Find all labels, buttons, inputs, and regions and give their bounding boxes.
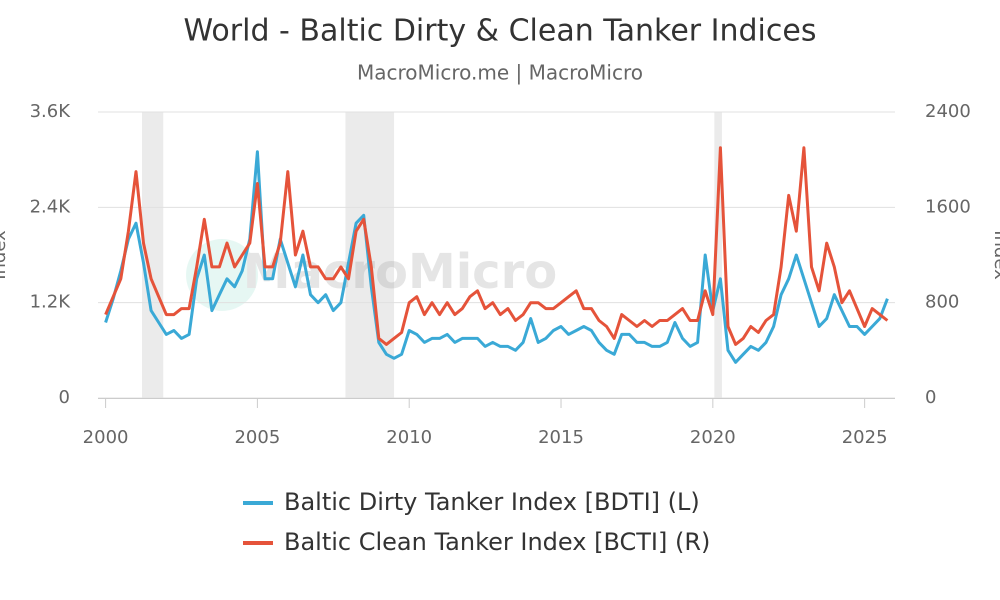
chart-subtitle: MacroMicro.me | MacroMicro <box>357 61 643 85</box>
x-tick-label: 2010 <box>386 427 432 448</box>
y2-tick-label: 800 <box>925 292 959 313</box>
y-axis-title: Index <box>0 230 10 280</box>
shaded-period <box>714 112 722 398</box>
legend-label: Baltic Dirty Tanker Index [BDTI] (L) <box>284 488 700 516</box>
y-tick-label: 1.2K <box>30 292 72 313</box>
y-tick-label: 0 <box>59 387 70 408</box>
x-tick-label: 2000 <box>83 427 129 448</box>
y-tick-label: 3.6K <box>30 101 72 122</box>
legend-label: Baltic Clean Tanker Index [BCTI] (R) <box>284 528 710 556</box>
y2-axis-title: Index <box>990 230 1000 280</box>
shaded-period <box>142 112 164 398</box>
y-tick-label: 2.4K <box>30 196 72 217</box>
legend-item[interactable]: Baltic Clean Tanker Index [BCTI] (R) <box>243 528 710 556</box>
data-line <box>104 146 889 346</box>
chart-title: World - Baltic Dirty & Clean Tanker Indi… <box>184 14 817 49</box>
x-tick-label: 2015 <box>538 427 584 448</box>
x-tick-label: 2005 <box>234 427 280 448</box>
legend-item[interactable]: Baltic Dirty Tanker Index [BDTI] (L) <box>243 488 700 516</box>
y2-tick-label: 1600 <box>925 196 971 217</box>
y2-tick-label: 0 <box>925 387 936 408</box>
y2-tick-label: 2400 <box>925 101 971 122</box>
data-line <box>104 150 889 364</box>
x-tick-label: 2025 <box>842 427 888 448</box>
x-tick-label: 2020 <box>690 427 736 448</box>
